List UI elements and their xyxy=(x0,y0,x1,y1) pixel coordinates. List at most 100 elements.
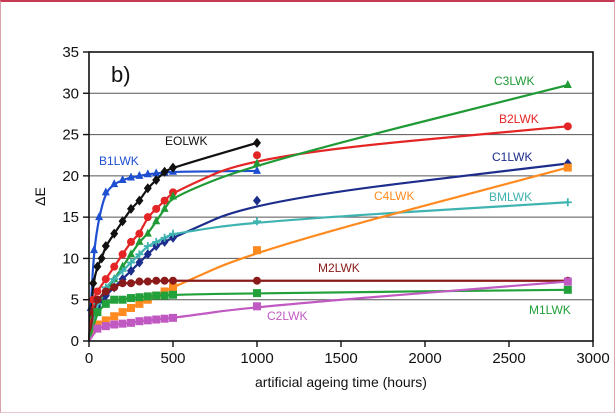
C2LWK-point xyxy=(152,315,161,324)
C2LWK-point xyxy=(143,316,152,325)
C3LWK-point xyxy=(127,249,135,258)
BMLWK-point xyxy=(118,266,127,275)
C2LWK-point xyxy=(253,302,261,311)
B1LWK-point xyxy=(143,169,152,178)
C3LWK-point xyxy=(253,158,261,167)
C3LWK-point xyxy=(160,203,169,212)
B2LWK-point xyxy=(135,229,144,238)
C3LWK-point xyxy=(135,236,144,245)
B2LWK-point xyxy=(143,213,152,222)
y-axis-ticks: 0 5 10 15 20 25 30 35 xyxy=(62,44,89,350)
C2LWK-point xyxy=(127,318,135,327)
C4LWK-point xyxy=(253,246,261,255)
B2LWK-point xyxy=(118,250,127,259)
x-tick-label: 2000 xyxy=(408,350,441,367)
x-axis-ticks: 0 500 1000 1500 2000 2500 3000 xyxy=(85,341,610,367)
y-tick-label: 5 xyxy=(71,292,79,309)
C4LWK-point xyxy=(563,163,572,172)
B1LWK-point xyxy=(127,172,135,181)
M2LWK-point xyxy=(127,279,135,288)
x-tick-label: 1000 xyxy=(240,350,273,367)
series-B2LWK xyxy=(87,122,572,343)
EOLWK-point xyxy=(253,137,261,148)
M1LWK-point xyxy=(93,308,102,317)
EOLWK-point xyxy=(118,216,127,227)
M1LWK-point xyxy=(169,290,177,299)
EOLWK-point xyxy=(143,183,152,194)
B1LWK-point xyxy=(101,187,110,196)
x-tick-label: 1500 xyxy=(324,350,357,367)
series-C2LWK xyxy=(87,277,572,343)
BMLWK-point xyxy=(127,258,135,267)
C2LWK-point xyxy=(169,313,177,322)
y-tick-label: 30 xyxy=(62,85,79,102)
C2LWK-point xyxy=(118,319,127,328)
BMLWK-point xyxy=(110,275,119,284)
x-axis-label: artificial ageing time (hours) xyxy=(255,374,427,390)
series-label-EOLWK: EOLWK xyxy=(165,134,207,148)
M1LWK-point xyxy=(160,291,169,300)
series-B1LWK xyxy=(86,165,261,343)
M2LWK-point xyxy=(110,283,119,292)
B1LWK-point xyxy=(135,170,144,179)
M2LWK-point xyxy=(152,276,161,285)
M1LWK-point xyxy=(101,299,110,308)
series-layer xyxy=(86,80,572,343)
BMLWK-point xyxy=(563,198,572,207)
C3LWK-point xyxy=(563,80,572,89)
M1LWK-point xyxy=(135,293,144,302)
B2LWK-point xyxy=(110,262,119,271)
C4LWK-point xyxy=(160,287,169,296)
C3LWK-point xyxy=(169,191,177,200)
x-tick-label: 0 xyxy=(85,350,93,367)
series-M2LWK xyxy=(87,276,572,343)
series-label-M2LWK: M2LWK xyxy=(318,261,360,275)
series-label-C3LWK: C3LWK xyxy=(494,74,534,88)
BMLWK-point xyxy=(160,233,169,242)
M1LWK-point xyxy=(118,295,127,304)
B1LWK-point xyxy=(90,245,99,254)
B1LWK-point xyxy=(152,168,161,177)
M2LWK-point xyxy=(135,277,144,286)
B1LWK-point xyxy=(110,179,119,188)
y-tick-label: 20 xyxy=(62,168,79,185)
panel-label: b) xyxy=(111,62,131,87)
M2LWK-point xyxy=(160,276,169,285)
C4LWK-point xyxy=(118,308,127,317)
C1LWK-point xyxy=(127,265,135,276)
series-label-C4LWK: C4LWK xyxy=(374,189,414,203)
C4LWK-point xyxy=(101,316,110,325)
series-M1LWK xyxy=(87,285,572,343)
x-tick-label: 500 xyxy=(160,350,185,367)
EOLWK-point xyxy=(127,203,135,214)
series-label-C2LWK: C2LWK xyxy=(267,309,307,323)
series-label-M1LWK: M1LWK xyxy=(529,303,571,317)
C2LWK-point xyxy=(101,322,110,331)
C4LWK-point xyxy=(135,299,144,308)
y-axis-label: ΔE xyxy=(32,187,48,206)
BMLWK-point xyxy=(169,229,177,238)
M2LWK-point xyxy=(143,277,152,286)
M2LWK-point xyxy=(118,279,127,288)
BMLWK-point xyxy=(253,217,261,226)
series-label-C1LWK: C1LWK xyxy=(492,150,532,164)
B2LWK-point xyxy=(160,196,169,205)
M2LWK-point xyxy=(101,287,110,296)
EOLWK-point xyxy=(97,253,106,264)
EOLWK-point xyxy=(93,261,102,272)
M1LWK-point xyxy=(152,291,161,300)
series-label-BMLWK: BMLWK xyxy=(489,190,532,204)
y-tick-label: 35 xyxy=(62,44,79,61)
y-tick-label: 25 xyxy=(62,127,79,144)
C1LWK-point xyxy=(143,249,152,260)
EOLWK-point xyxy=(152,174,161,185)
C1LWK-point xyxy=(135,257,144,268)
EOLWK-point xyxy=(89,278,98,289)
series-labels: B1LWK EOLWK B2LWK C3LWK C1LWK BMLWK C4LWK M2LWK… xyxy=(99,74,571,323)
M1LWK-point xyxy=(143,292,152,301)
EOLWK-point xyxy=(101,241,110,252)
C3LWK-point xyxy=(152,216,161,225)
M1LWK-point xyxy=(127,294,135,303)
